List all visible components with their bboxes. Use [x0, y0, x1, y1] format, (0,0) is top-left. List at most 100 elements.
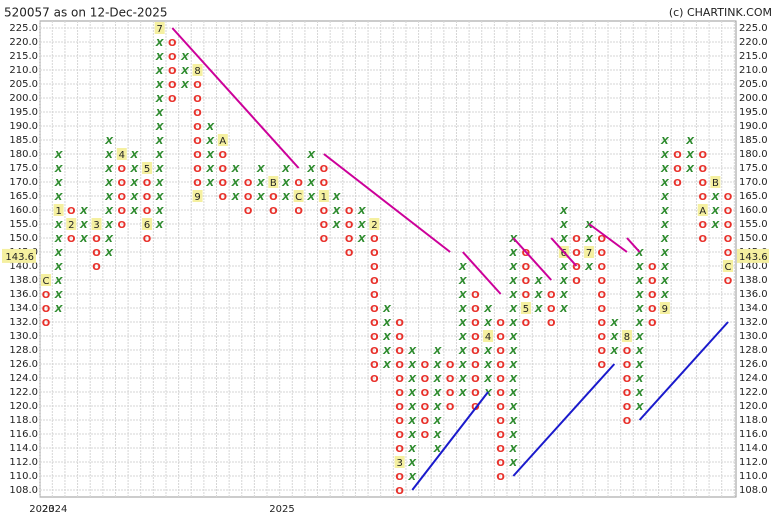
x-box: X — [559, 304, 569, 315]
current-price-label-right: 143.6 — [739, 252, 768, 263]
o-box: O — [421, 388, 430, 399]
x-box: X — [332, 206, 342, 217]
o-box: O — [244, 192, 253, 203]
y-tick-label-right: 190.0 — [739, 121, 768, 132]
y-tick-label: 108.0 — [9, 485, 38, 496]
o-box: O — [597, 262, 606, 273]
o-box: O — [496, 332, 505, 343]
x-box: X — [635, 402, 645, 413]
x-box: X — [483, 304, 493, 315]
x-box: X — [155, 164, 165, 175]
x-box: X — [130, 150, 140, 161]
x-box: X — [685, 164, 695, 175]
o-box: O — [143, 192, 152, 203]
x-box: X — [155, 206, 165, 217]
x-box: X — [660, 136, 670, 147]
x-box: X — [458, 318, 468, 329]
x-tick-label: 2024 — [42, 504, 67, 515]
month-marker-label: 4 — [485, 332, 491, 343]
month-marker — [710, 176, 721, 188]
x-box: X — [635, 346, 645, 357]
o-box: O — [370, 276, 379, 287]
o-box: O — [421, 374, 430, 385]
x-box: X — [205, 164, 215, 175]
x-box: X — [458, 360, 468, 371]
y-tick-label-right: 210.0 — [739, 65, 768, 76]
o-box: O — [673, 178, 682, 189]
x-box: X — [458, 332, 468, 343]
y-tick-label: 110.0 — [9, 471, 38, 482]
o-box: O — [623, 360, 632, 371]
x-box: X — [534, 304, 544, 315]
x-box: X — [407, 402, 417, 413]
x-box: X — [660, 290, 670, 301]
trend-line — [411, 391, 489, 491]
x-box: X — [635, 388, 645, 399]
o-box: O — [623, 416, 632, 427]
month-marker-label: 9 — [662, 304, 668, 315]
o-box: O — [648, 262, 657, 273]
x-box: X — [281, 178, 291, 189]
x-box: X — [104, 150, 114, 161]
o-box: O — [320, 164, 329, 175]
x-box: X — [231, 178, 241, 189]
month-marker-label: C — [295, 192, 302, 203]
o-box: O — [699, 164, 708, 175]
o-box: O — [118, 192, 127, 203]
x-box: X — [155, 192, 165, 203]
y-tick-label-right: 185.0 — [739, 135, 768, 146]
x-box: X — [635, 248, 645, 259]
y-tick-label-right: 170.0 — [739, 177, 768, 188]
y-tick-label: 165.0 — [9, 191, 38, 202]
x-box: X — [660, 220, 670, 231]
x-box: X — [382, 304, 392, 315]
x-box: X — [54, 192, 64, 203]
y-tick-label: 124.0 — [9, 373, 38, 384]
x-box: X — [79, 206, 89, 217]
o-box: O — [572, 234, 581, 245]
x-tick-label: 2023 — [29, 504, 54, 515]
x-box: X — [407, 416, 417, 427]
trend-line — [550, 237, 578, 267]
o-box: O — [648, 290, 657, 301]
x-box: X — [130, 178, 140, 189]
y-tick-label: 116.0 — [9, 429, 38, 440]
month-marker-label: B — [712, 178, 719, 189]
x-box: X — [433, 374, 443, 385]
x-box: X — [155, 150, 165, 161]
o-box: O — [219, 192, 228, 203]
o-box: O — [193, 80, 202, 91]
o-box: O — [143, 234, 152, 245]
o-box: O — [421, 360, 430, 371]
o-box: O — [471, 388, 480, 399]
x-box: X — [130, 164, 140, 175]
o-box: O — [623, 346, 632, 357]
x-box: X — [54, 276, 64, 287]
o-box: O — [193, 94, 202, 105]
y-tick-label: 126.0 — [9, 359, 38, 370]
month-marker-label: 2 — [68, 220, 74, 231]
o-box: O — [219, 150, 228, 161]
o-box: O — [572, 276, 581, 287]
x-box: X — [508, 416, 518, 427]
o-box: O — [699, 220, 708, 231]
o-box: O — [421, 402, 430, 413]
x-box: X — [458, 346, 468, 357]
x-box: X — [508, 248, 518, 259]
month-marker-label: A — [219, 136, 226, 147]
o-box: O — [219, 178, 228, 189]
x-box: X — [155, 38, 165, 49]
o-box: O — [345, 234, 354, 245]
y-tick-label: 112.0 — [9, 457, 38, 468]
x-box: X — [635, 374, 645, 385]
y-tick-label-right: 165.0 — [739, 191, 768, 202]
o-box: O — [572, 262, 581, 273]
o-box: O — [92, 262, 101, 273]
month-marker-label: 6 — [561, 248, 567, 259]
y-tick-label: 134.0 — [9, 303, 38, 314]
x-box: X — [660, 192, 670, 203]
x-box: X — [508, 360, 518, 371]
chart-title: 520057 as on 12-Dec-2025 — [4, 6, 168, 20]
y-tick-label-right: 132.0 — [739, 317, 768, 328]
x-box: X — [104, 136, 114, 147]
